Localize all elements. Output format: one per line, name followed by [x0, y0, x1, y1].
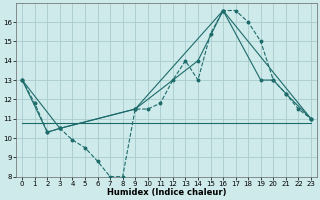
X-axis label: Humidex (Indice chaleur): Humidex (Indice chaleur) — [107, 188, 226, 197]
